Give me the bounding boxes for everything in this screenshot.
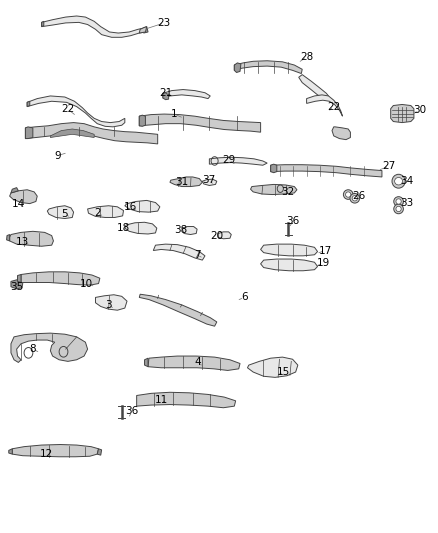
- Text: 2: 2: [94, 208, 101, 218]
- Text: 19: 19: [317, 259, 330, 268]
- Ellipse shape: [343, 190, 353, 199]
- Polygon shape: [50, 129, 94, 138]
- Ellipse shape: [394, 197, 403, 206]
- Ellipse shape: [394, 204, 403, 214]
- Ellipse shape: [350, 193, 360, 203]
- Text: 32: 32: [282, 187, 295, 197]
- Polygon shape: [332, 127, 350, 140]
- Polygon shape: [27, 101, 30, 107]
- Text: 26: 26: [353, 191, 366, 200]
- Ellipse shape: [346, 192, 351, 197]
- Polygon shape: [10, 190, 37, 204]
- Polygon shape: [170, 177, 202, 187]
- Text: 4: 4: [194, 358, 201, 367]
- Text: 31: 31: [175, 177, 188, 187]
- Polygon shape: [202, 179, 217, 185]
- Text: 16: 16: [124, 202, 137, 212]
- Text: 1: 1: [171, 109, 178, 119]
- Polygon shape: [145, 358, 148, 367]
- Text: 38: 38: [174, 225, 187, 235]
- Polygon shape: [261, 259, 318, 271]
- Polygon shape: [251, 184, 297, 195]
- Text: 35: 35: [10, 282, 23, 292]
- Polygon shape: [234, 61, 302, 74]
- Polygon shape: [139, 114, 261, 132]
- Polygon shape: [271, 165, 382, 177]
- Text: 14: 14: [12, 199, 25, 208]
- Text: 18: 18: [117, 223, 130, 233]
- Text: 36: 36: [126, 407, 139, 416]
- Polygon shape: [9, 449, 12, 454]
- Text: 6: 6: [241, 293, 248, 302]
- Polygon shape: [137, 392, 236, 408]
- Polygon shape: [139, 115, 145, 126]
- Text: 17: 17: [318, 246, 332, 255]
- Text: 10: 10: [80, 279, 93, 288]
- Polygon shape: [12, 445, 99, 457]
- Polygon shape: [148, 356, 240, 370]
- Text: 36: 36: [286, 216, 299, 226]
- Polygon shape: [97, 449, 102, 455]
- Text: 23: 23: [158, 18, 171, 28]
- Ellipse shape: [396, 206, 401, 212]
- Polygon shape: [25, 123, 158, 144]
- Polygon shape: [42, 16, 145, 37]
- Polygon shape: [234, 63, 241, 72]
- Text: 7: 7: [194, 250, 201, 260]
- Text: 11: 11: [155, 395, 168, 405]
- Polygon shape: [299, 75, 328, 99]
- Polygon shape: [11, 188, 18, 193]
- Text: 13: 13: [16, 237, 29, 247]
- Polygon shape: [218, 232, 231, 239]
- Polygon shape: [209, 157, 267, 165]
- Polygon shape: [391, 104, 414, 123]
- Text: 9: 9: [54, 151, 61, 160]
- Polygon shape: [153, 244, 205, 260]
- Text: 12: 12: [39, 449, 53, 459]
- Polygon shape: [21, 272, 100, 285]
- Text: 27: 27: [382, 161, 396, 171]
- Text: 22: 22: [327, 102, 340, 111]
- Polygon shape: [27, 96, 125, 127]
- Text: 21: 21: [159, 88, 172, 98]
- Polygon shape: [261, 244, 318, 256]
- Polygon shape: [11, 333, 88, 362]
- Polygon shape: [7, 235, 10, 241]
- Polygon shape: [88, 206, 124, 217]
- Polygon shape: [271, 164, 277, 173]
- Polygon shape: [139, 294, 217, 326]
- Text: 5: 5: [61, 209, 68, 219]
- Text: 3: 3: [105, 300, 112, 310]
- Ellipse shape: [395, 177, 403, 185]
- Text: 8: 8: [29, 344, 36, 354]
- Polygon shape: [95, 295, 127, 310]
- Polygon shape: [42, 21, 44, 27]
- Text: 20: 20: [210, 231, 223, 240]
- Polygon shape: [144, 27, 148, 33]
- Text: 22: 22: [61, 104, 74, 114]
- Polygon shape: [125, 200, 160, 212]
- Text: 29: 29: [222, 155, 235, 165]
- Text: 34: 34: [400, 176, 413, 186]
- Text: 15: 15: [277, 367, 290, 377]
- Polygon shape: [10, 231, 53, 246]
- Polygon shape: [25, 127, 33, 139]
- Text: 28: 28: [300, 52, 313, 62]
- Ellipse shape: [392, 174, 405, 188]
- Polygon shape: [125, 222, 157, 234]
- Polygon shape: [139, 27, 147, 33]
- Polygon shape: [47, 206, 74, 219]
- Ellipse shape: [396, 199, 401, 204]
- Polygon shape: [163, 93, 169, 100]
- Polygon shape: [307, 95, 343, 116]
- Ellipse shape: [352, 196, 357, 201]
- Polygon shape: [18, 274, 21, 282]
- Polygon shape: [182, 227, 197, 235]
- Text: 30: 30: [413, 106, 426, 115]
- Text: 37: 37: [202, 175, 215, 185]
- Text: 33: 33: [400, 198, 413, 207]
- Polygon shape: [247, 357, 298, 377]
- Polygon shape: [163, 90, 210, 99]
- Polygon shape: [11, 280, 23, 289]
